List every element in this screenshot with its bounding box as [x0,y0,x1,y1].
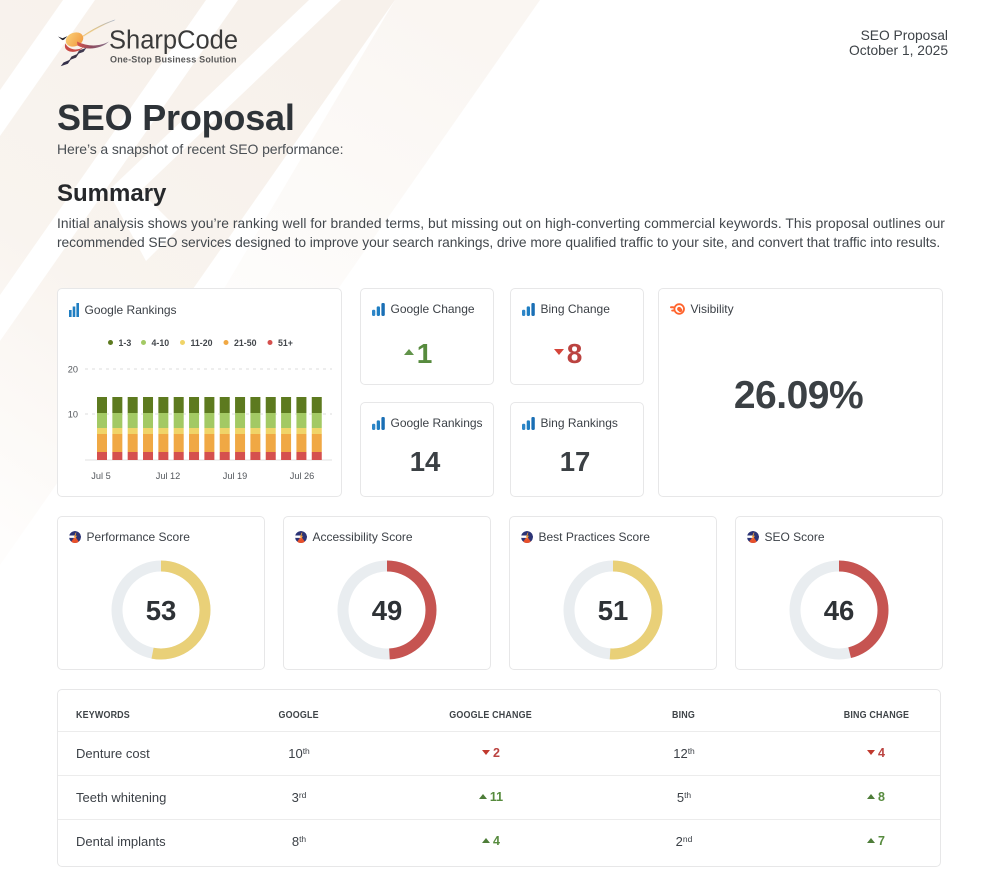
svg-text:49: 49 [372,595,403,626]
svg-text:51: 51 [598,595,629,626]
svg-text:Jul 12: Jul 12 [156,471,181,481]
svg-text:Jul 26: Jul 26 [290,471,315,481]
svg-text:21-50: 21-50 [234,338,257,348]
svg-text:20: 20 [68,365,78,375]
svg-text:Jul 19: Jul 19 [223,471,248,481]
svg-text:4-10: 4-10 [152,338,170,348]
svg-text:Jul 5: Jul 5 [91,471,110,481]
svg-text:51+: 51+ [278,338,293,348]
svg-text:1-3: 1-3 [119,338,132,348]
svg-text:10: 10 [68,410,78,420]
svg-text:46: 46 [824,595,855,626]
svg-text:One-Stop Business Solution: One-Stop Business Solution [110,55,237,65]
svg-text:53: 53 [146,595,177,626]
svg-text:11-20: 11-20 [191,338,213,348]
svg-text:SharpCode: SharpCode [109,27,238,55]
